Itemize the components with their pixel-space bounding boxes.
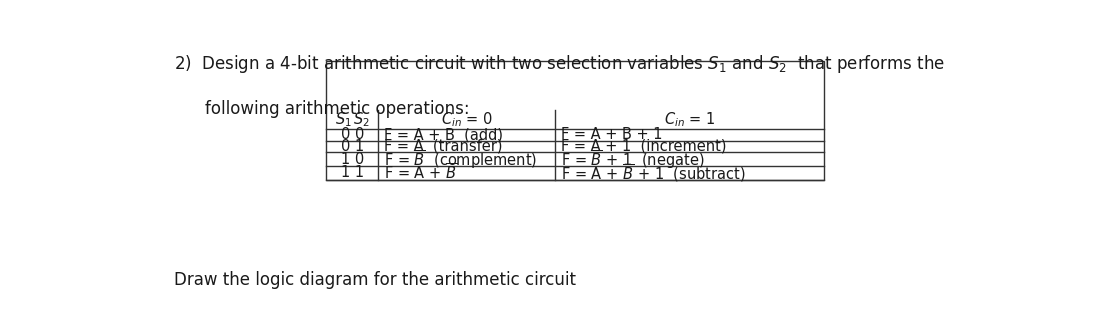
- Text: F = A + B + 1: F = A + B + 1: [561, 127, 663, 142]
- Text: 2)  Design a 4-bit arithmetic circuit with two selection variables $S_1$ and $S_: 2) Design a 4-bit arithmetic circuit wit…: [174, 53, 946, 75]
- Text: $C_{in}$ = 1: $C_{in}$ = 1: [664, 110, 716, 129]
- Text: 0 0: 0 0: [341, 127, 363, 142]
- Text: F = A + $\overline{B}$: F = A + $\overline{B}$: [385, 163, 458, 183]
- Text: 1 1: 1 1: [341, 165, 363, 180]
- Text: Draw the logic diagram for the arithmetic circuit: Draw the logic diagram for the arithmeti…: [174, 271, 577, 289]
- Text: $C_{in}$ = 0: $C_{in}$ = 0: [440, 110, 493, 129]
- Bar: [326, 61, 824, 180]
- Text: $S_1\,S_2$: $S_1\,S_2$: [334, 110, 370, 129]
- Text: F = $\overline{B}$  (complement): F = $\overline{B}$ (complement): [385, 148, 538, 171]
- Text: following arithmetic operations:: following arithmetic operations:: [205, 100, 470, 118]
- Text: F = A + 1  (increment): F = A + 1 (increment): [561, 139, 727, 154]
- Text: 0 1: 0 1: [341, 139, 363, 154]
- Text: F = A  (transfer): F = A (transfer): [385, 139, 503, 154]
- Text: 1 0: 1 0: [341, 152, 363, 167]
- Text: F = $\overline{B}$ + 1  (negate): F = $\overline{B}$ + 1 (negate): [561, 148, 704, 171]
- Text: F = A + B  (add): F = A + B (add): [385, 127, 503, 142]
- Text: F = A + $\overline{B}$ + 1  (subtract): F = A + $\overline{B}$ + 1 (subtract): [561, 162, 746, 184]
